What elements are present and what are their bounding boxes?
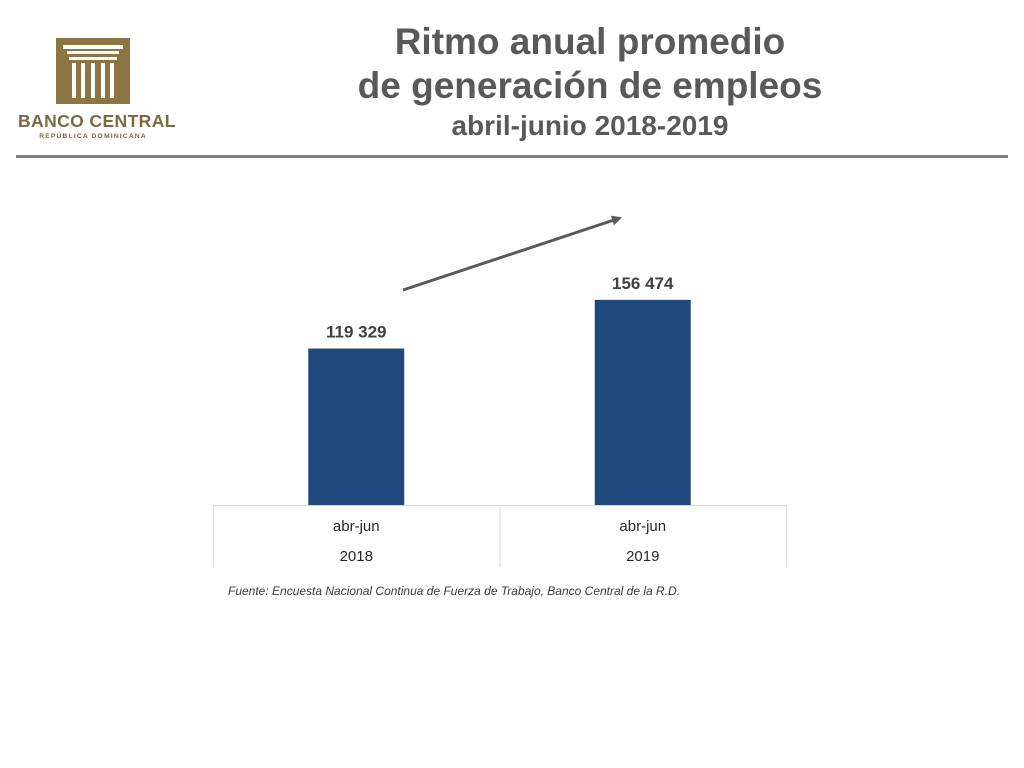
tick-label-year-0: 2018 (340, 548, 373, 565)
title-line-2: de generación de empleos (357, 65, 823, 106)
tick-label-period-1: abr-jun (619, 518, 666, 535)
title-line-1: Ritmo anual promedio (394, 21, 786, 62)
trend-arrow (402, 215, 622, 292)
data-label-group: 119 329 156 474 (326, 274, 674, 342)
bar-1 (594, 299, 691, 505)
header-divider (16, 155, 1008, 158)
logo-subtitle: REPÚBLICA DOMINICANA (39, 133, 147, 140)
slide-title-block: Ritmo anual promedio de generación de em… (240, 20, 940, 144)
slide-subtitle: abril-junio 2018-2019 (451, 110, 729, 141)
data-label-1: 156 474 (612, 274, 674, 293)
banco-central-logo: BANCO CENTRAL REPÚBLICA DOMINICANA (18, 38, 176, 144)
bar-0 (308, 348, 405, 505)
bar-series (308, 299, 691, 505)
tick-label-period-0: abr-jun (333, 518, 380, 535)
data-label-0: 119 329 (326, 323, 387, 342)
building-icon (56, 38, 130, 104)
tick-label-year-1: 2019 (626, 548, 659, 565)
source-note: Fuente: Encuesta Nacional Continua de Fu… (228, 584, 681, 598)
category-axis-table: abr-jun 2018 abr-jun 2019 (213, 505, 787, 567)
logo-name: BANCO CENTRAL (18, 111, 176, 131)
